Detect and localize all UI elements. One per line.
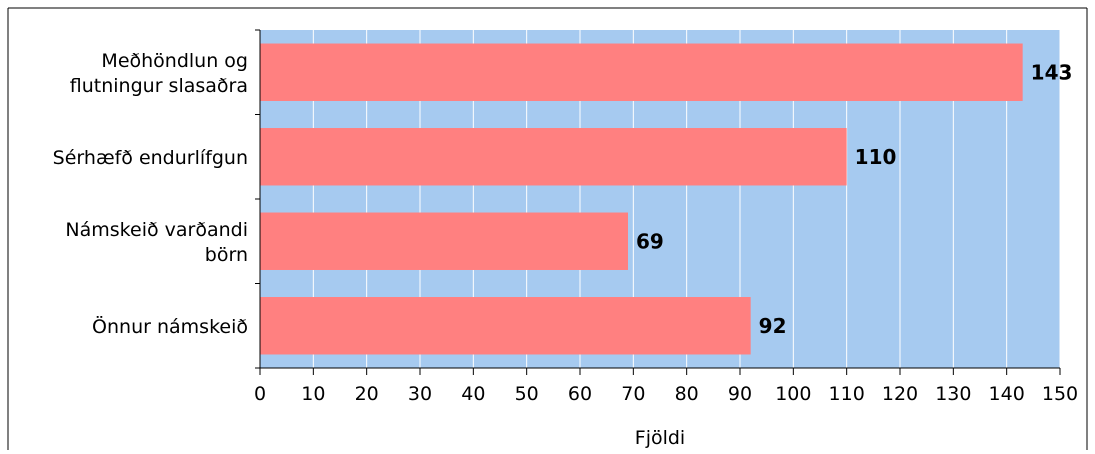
bar xyxy=(260,43,1023,101)
data-label: 143 xyxy=(1031,60,1073,84)
category-label: Námskeið varðandi börn xyxy=(65,219,248,266)
x-tick-label: 10 xyxy=(301,383,325,405)
x-tick-label: 100 xyxy=(775,383,811,405)
data-label: 69 xyxy=(636,229,664,253)
x-tick-label: 40 xyxy=(461,383,485,405)
bars xyxy=(260,43,1023,355)
x-tick-label: 140 xyxy=(989,383,1025,405)
x-axis-title: Fjöldi xyxy=(635,427,685,449)
axes xyxy=(255,29,1061,375)
x-tick-label: 60 xyxy=(568,383,592,405)
x-tick-label: 90 xyxy=(728,383,752,405)
x-tick-label: 120 xyxy=(882,383,918,405)
category-label-line: Önnur námskeið xyxy=(92,315,248,338)
bar xyxy=(260,128,847,186)
bar xyxy=(260,297,751,355)
x-tick-label: 30 xyxy=(408,383,432,405)
x-tick-label: 0 xyxy=(254,383,266,405)
x-tick-label: 70 xyxy=(621,383,645,405)
category-label: Önnur námskeið xyxy=(92,315,248,338)
x-tick-label: 110 xyxy=(829,383,865,405)
bar xyxy=(260,212,628,270)
category-label: Sérhæfð endurlífgun xyxy=(53,147,248,169)
data-label: 92 xyxy=(759,314,787,338)
category-label-line: flutningur slasaðra xyxy=(70,75,248,97)
category-label-line: Meðhöndlun og xyxy=(101,50,248,72)
category-labels: Meðhöndlun og flutningur slasaðra Sérhæfð … xyxy=(53,50,248,338)
x-tick-label: 80 xyxy=(675,383,699,405)
category-label: Meðhöndlun og flutningur slasaðra xyxy=(70,50,248,97)
x-tick-labels: 0 10 20 30 40 50 60 70 80 90 100 110 120 130 140 150 xyxy=(254,383,1078,405)
category-label-line: börn xyxy=(205,244,248,266)
x-tick-label: 20 xyxy=(355,383,379,405)
category-label-line: Sérhæfð endurlífgun xyxy=(53,147,248,169)
x-tick-label: 130 xyxy=(935,383,971,405)
x-tick-label: 50 xyxy=(515,383,539,405)
data-label: 110 xyxy=(855,145,897,169)
x-tick-label: 150 xyxy=(1042,383,1078,405)
category-label-line: Námskeið varðandi xyxy=(65,219,248,241)
data-labels: 143 110 69 92 xyxy=(636,60,1072,338)
